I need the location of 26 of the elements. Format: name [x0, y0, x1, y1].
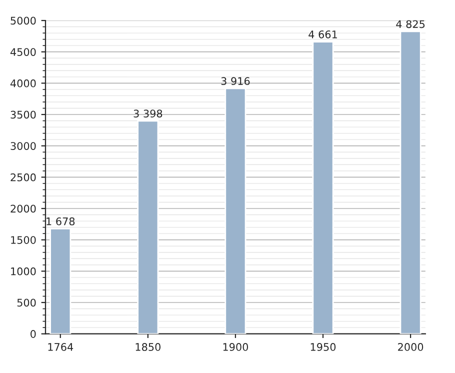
y-tick-label: 4500	[10, 48, 36, 56]
x-tick-label: 1900	[223, 343, 248, 351]
bar	[400, 30, 422, 334]
y-tick-label: 500	[17, 298, 36, 307]
data-label: 1 678	[46, 217, 75, 226]
bar	[224, 88, 246, 334]
y-tick-label: 1000	[11, 267, 36, 276]
y-tick-label: 1500	[11, 236, 36, 244]
y-tick-label: 3000	[10, 142, 36, 150]
y-tick-label: 3500	[10, 110, 36, 119]
y-tick-label: 5000	[10, 16, 36, 25]
y-tick-label: 0	[30, 330, 36, 338]
y-tick-label: 4000	[10, 79, 36, 88]
y-tick-label: 2500	[10, 173, 36, 182]
x-tick-label: 1850	[136, 343, 160, 351]
bar	[312, 41, 334, 334]
y-tick-label: 2000	[10, 204, 36, 213]
bar	[137, 120, 159, 334]
data-label: 3 398	[134, 110, 162, 118]
data-label: 3 916	[221, 77, 250, 86]
bar	[50, 228, 72, 334]
x-tick-label: 1950	[310, 343, 336, 351]
data-label: 4 825	[396, 20, 425, 28]
x-tick-label: 1764	[48, 343, 74, 351]
data-label: 4 661	[308, 30, 337, 38]
x-tick-label: 2000	[398, 343, 424, 351]
